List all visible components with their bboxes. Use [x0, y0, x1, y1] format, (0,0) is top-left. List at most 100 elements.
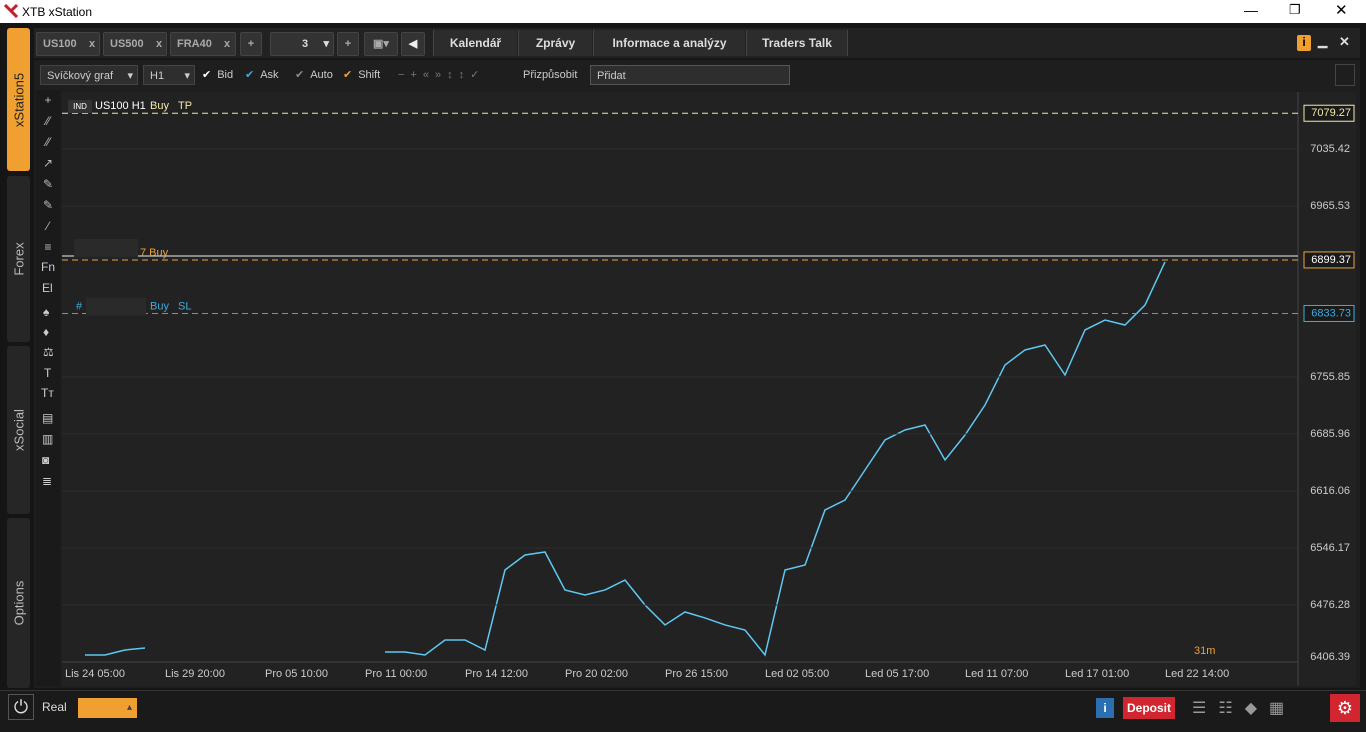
info-button[interactable]: i [1297, 35, 1311, 51]
level-name: 7 Buy [140, 247, 169, 259]
level-value: 7079.27 [1311, 107, 1351, 119]
interval-select[interactable]: H1 ▾ [143, 65, 195, 85]
layout-menu[interactable]: ▣▾ [364, 32, 398, 56]
y-tick-label: 6476.28 [1310, 599, 1350, 611]
check: ✔ [245, 69, 255, 81]
level-value: 6833.73 [1311, 307, 1351, 319]
sidebar-tab[interactable]: Options [7, 518, 30, 688]
sidebar-tab[interactable]: xStation5 [7, 28, 30, 171]
option-label: Ask [260, 69, 279, 81]
power-button[interactable]: ⏻ [8, 694, 34, 720]
tab-label: FRA40 [177, 38, 212, 50]
panel-minimize[interactable]: ▁ [1318, 34, 1328, 48]
x-tick-label: Led 11 07:00 [965, 668, 1028, 680]
masked-field [86, 297, 146, 316]
tab-close[interactable]: x [156, 38, 163, 50]
chart-type-select[interactable]: Svíčkový graf ▾ [40, 65, 138, 85]
x-tick-label: Lis 24 05:00 [65, 668, 125, 680]
symbol-badge: IND [73, 102, 87, 111]
option-label: Bid [217, 69, 234, 81]
x-tick-label: Pro 11 00:00 [365, 668, 427, 680]
layout-count: 3 [301, 38, 309, 50]
info-button[interactable]: i [1096, 698, 1114, 718]
instrument-tab[interactable]: FRA40 x [170, 32, 236, 56]
level-box [1303, 251, 1355, 269]
sidebar-tab[interactable]: Forex [7, 176, 30, 342]
y-tick-label: 6965.53 [1310, 200, 1350, 212]
tool-icons[interactable]: ♠ ♦ ⚖ [43, 305, 54, 359]
account-type: Real [42, 700, 67, 714]
x-tick-label: Led 17 01:00 [1065, 668, 1129, 680]
toolbar-icons[interactable]: −+«»↕↕✓ [398, 69, 486, 81]
deposit-button[interactable]: Deposit [1123, 697, 1175, 719]
add-tab[interactable]: + [240, 32, 262, 56]
y-tick-label: 6616.06 [1310, 485, 1350, 497]
x-tick-label: Lis 29 20:00 [165, 668, 225, 680]
y-tick-label: 6755.85 [1310, 371, 1350, 383]
panel-close[interactable]: ✕ [1339, 34, 1350, 49]
y-tick-label: 6406.39 [1310, 651, 1350, 663]
level-value: 6899.37 [1311, 254, 1351, 266]
x-tick-label: Pro 05 10:00 [265, 668, 328, 680]
menu-tab[interactable]: Kalendář [433, 30, 517, 56]
masked-field [74, 238, 138, 257]
add-input[interactable]: Přidat [590, 65, 790, 85]
tool-icons[interactable]: + ⁄⁄ ⁄⁄ ↗ ✎ ✎ ⁄ ≡ [42, 93, 54, 254]
settings-button[interactable]: ⚙ [1330, 694, 1360, 722]
y-tick-label: 6546.17 [1310, 542, 1350, 554]
level-tag: SL [178, 300, 191, 312]
check: ✔ [295, 69, 305, 81]
level-box [1303, 104, 1355, 122]
layout-select[interactable]: 3 ▾ [270, 32, 334, 56]
tool[interactable]: T [44, 366, 52, 380]
maximize[interactable]: ❐ [1289, 2, 1301, 17]
x-tick-label: Pro 20 02:00 [565, 668, 628, 680]
menu-tab[interactable]: Informace a analýzy [593, 30, 745, 56]
check: ✔ [202, 69, 212, 81]
toolbar-option[interactable]: ✔ Bid [202, 65, 233, 85]
close[interactable]: ✕ [1335, 2, 1348, 19]
back-button[interactable]: ◀ [401, 32, 425, 56]
add-layout[interactable]: + [337, 32, 359, 56]
plot-area [62, 92, 1356, 686]
instrument-tab[interactable]: US100 x [36, 32, 100, 56]
tool[interactable]: Tт [41, 386, 54, 400]
toolbar-option[interactable]: ✔ Ask [245, 65, 279, 85]
window-title: XTB xStation [22, 5, 93, 19]
instrument-tab[interactable]: US500 x [103, 32, 167, 56]
tab-label: US500 [110, 38, 144, 50]
candle-timer: 31m [1194, 645, 1215, 657]
tab-close[interactable]: x [89, 38, 96, 50]
menu-tab[interactable]: Traders Talk [746, 30, 848, 56]
footer-icons[interactable]: ☰☷◆▦ [1192, 700, 1297, 717]
sidebar-tab[interactable]: xSocial [7, 346, 30, 514]
tab-close[interactable]: x [224, 38, 231, 50]
level-tag: TP [178, 100, 192, 112]
x-tick-label: Pro 26 15:00 [665, 668, 728, 680]
toolbar-scroll [1335, 64, 1355, 86]
symbol-badge-bg [68, 100, 92, 113]
y-tick-label: 6685.96 [1310, 428, 1350, 440]
tool-icons[interactable]: ▤ ▥ ◙ ≣ [42, 411, 54, 488]
fit-option[interactable]: Přizpůsobit [523, 69, 578, 81]
level-name: Buy [150, 300, 169, 312]
tool[interactable]: Fn [41, 260, 56, 274]
tab-label: US100 [43, 38, 77, 50]
toolbar-option[interactable]: ✔ Auto [295, 65, 333, 85]
chart-type: Svíčkový graf [47, 70, 114, 82]
x-tick-label: Led 05 17:00 [865, 668, 929, 680]
interval: H1 [150, 70, 165, 82]
y-tick-label: 7035.42 [1310, 143, 1350, 155]
level-box [1303, 304, 1355, 322]
toolbar-option[interactable]: ✔ Shift [343, 65, 380, 85]
menu-tab[interactable]: Zprávy [518, 30, 592, 56]
option-label: Auto [310, 69, 333, 81]
account-select[interactable]: ▴ [78, 698, 137, 718]
tool[interactable]: El [42, 281, 53, 295]
check: ✔ [343, 69, 353, 81]
minimize[interactable]: — [1244, 2, 1258, 18]
x-tick-label: Led 22 14:00 [1165, 668, 1229, 680]
level-prefix: # [76, 300, 83, 312]
